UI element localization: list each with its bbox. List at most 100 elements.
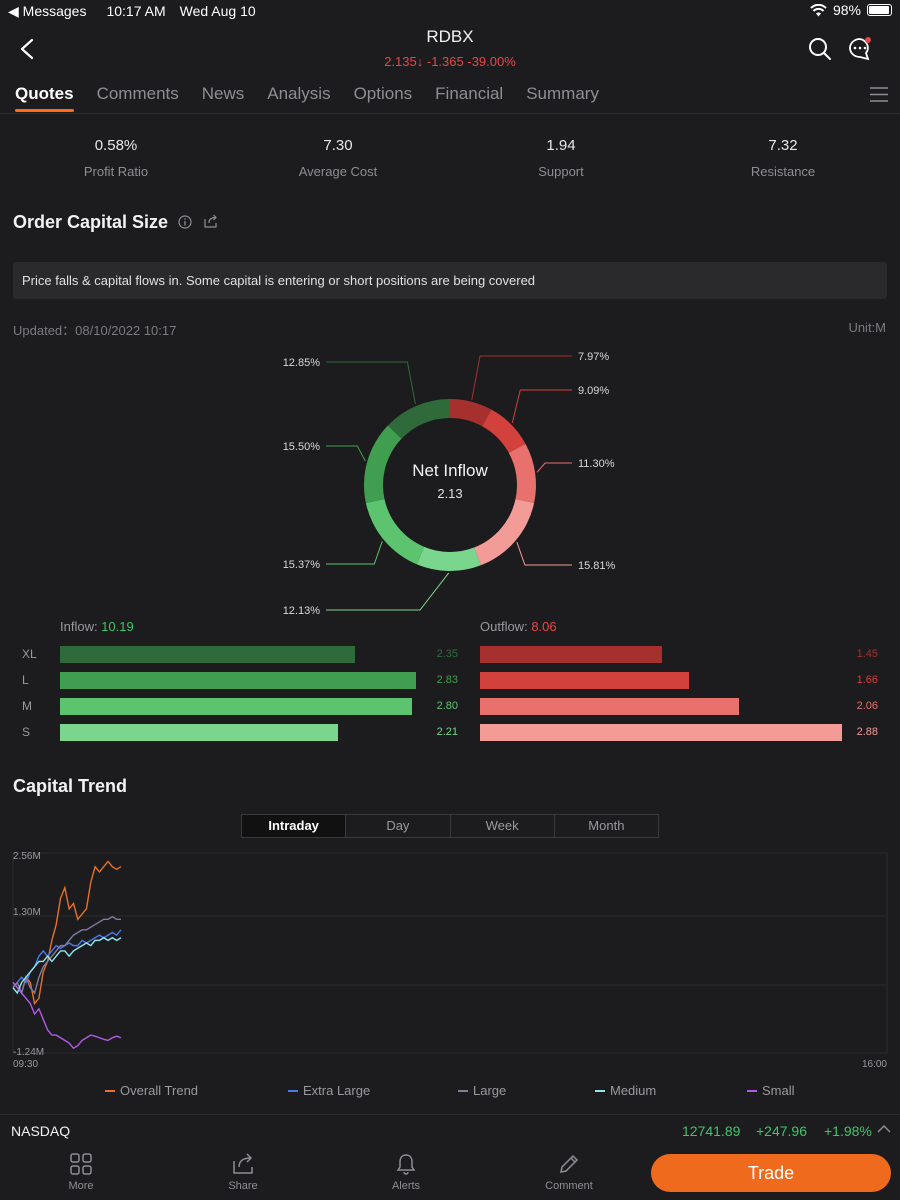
outflow-bar-value: 1.45: [856, 648, 878, 660]
updated-timestamp: Updated：08/10/2022 10:17: [13, 320, 176, 339]
info-icon[interactable]: [178, 215, 192, 229]
outflow-bar: [480, 724, 842, 741]
order-capital-title: Order Capital Size: [13, 212, 169, 232]
period-week[interactable]: Week: [451, 815, 555, 837]
outflow-bar: [480, 672, 689, 689]
stat-value: 7.32: [768, 137, 798, 154]
tab-summary[interactable]: Summary: [526, 84, 599, 103]
index-value: 12741.89: [682, 1123, 741, 1139]
legend-label: Medium: [610, 1083, 657, 1098]
battery-icon: [867, 4, 892, 16]
period-day[interactable]: Day: [346, 815, 451, 837]
page-title: RDBX: [426, 27, 474, 46]
bar-category-label: XL: [22, 647, 37, 661]
tab-financial[interactable]: Financial: [435, 84, 504, 103]
chevron-up-icon[interactable]: [877, 1124, 891, 1134]
donut-slice: [450, 399, 492, 427]
comment-button[interactable]: Comment: [529, 1152, 609, 1192]
inflow-bar: [60, 646, 356, 663]
tab-analysis[interactable]: Analysis: [267, 84, 331, 103]
index-name: NASDAQ: [11, 1123, 71, 1139]
index-ticker[interactable]: NASDAQ 12741.89 +247.96 +1.98%: [0, 1114, 900, 1144]
bar-category-label: S: [22, 725, 31, 739]
status-date: Wed Aug 10: [179, 3, 256, 19]
donut-leader-line: [326, 445, 366, 462]
capital-flow-banner: Price falls & capital flows in. Some cap…: [13, 262, 887, 299]
search-icon[interactable]: [808, 37, 832, 61]
share-button[interactable]: Share: [203, 1152, 283, 1192]
chart-frame: [12, 852, 888, 1054]
x-start-label: 09:30: [13, 1059, 38, 1070]
y-tick-label: 2.56M: [13, 851, 41, 862]
updated-label: Updated：: [13, 323, 76, 338]
comment-label: Comment: [545, 1180, 593, 1192]
donut-leader-line: [326, 361, 416, 405]
legend-medium: Medium: [595, 1083, 656, 1098]
updated-value: 08/10/2022 10:17: [75, 323, 177, 338]
stat-value: 0.58%: [94, 137, 138, 154]
inflow-total: Inflow: 10.19: [60, 619, 134, 634]
net-inflow-donut-chart: 7.97% 9.09% 11.30% 15.81% 12.13% 15.37% 15.50%…: [283, 351, 616, 617]
current-price: 2.135: [384, 54, 417, 69]
trend-series-line: [12, 936, 122, 995]
legend-label: Large: [473, 1083, 507, 1098]
share-small-icon[interactable]: [203, 214, 218, 229]
donut-slice-label: 12.85%: [283, 357, 321, 369]
unit-label: Unit:M: [848, 320, 886, 335]
tab-quotes[interactable]: Quotes: [15, 84, 74, 112]
back-chevron-icon[interactable]: [18, 38, 38, 60]
stat-value: 7.30: [323, 137, 353, 154]
tab-comments[interactable]: Comments: [96, 84, 179, 103]
outflow-bar-value: 1.66: [856, 674, 878, 686]
legend-label: Extra Large: [303, 1083, 371, 1098]
alerts-button[interactable]: Alerts: [366, 1152, 446, 1192]
capital-trend-title: Capital Trend: [13, 776, 128, 796]
period-month[interactable]: Month: [588, 818, 625, 833]
donut-slice: [416, 546, 481, 571]
inflow-bar: [60, 724, 338, 741]
inflow-bar-value: 2.80: [436, 700, 458, 712]
bar-category-label: L: [22, 673, 29, 687]
donut-leader-line: [516, 542, 572, 566]
more-button[interactable]: More: [41, 1152, 121, 1192]
menu-icon[interactable]: [869, 86, 889, 103]
inflow-bar-value: 2.35: [436, 648, 458, 660]
trend-series-line: [12, 982, 122, 1050]
more-label: More: [68, 1180, 94, 1192]
trade-button[interactable]: Trade: [651, 1154, 891, 1192]
price-change-pct: -39.00%: [467, 54, 516, 69]
trend-series-line: [12, 915, 121, 996]
inflow-label: Inflow:: [60, 619, 98, 634]
outflow-bar-value: 2.06: [856, 700, 878, 712]
donut-leader-line: [471, 355, 572, 400]
trend-series-line: [12, 860, 122, 1006]
donut-slice-label: 12.13%: [283, 605, 321, 617]
tab-news[interactable]: News: [201, 84, 245, 103]
outflow-total: Outflow: 8.06: [480, 619, 557, 634]
legend-label: Overall Trend: [120, 1083, 199, 1098]
donut-slice: [482, 409, 526, 453]
inflow-bar-value: 2.21: [436, 726, 458, 738]
price-change: -1.365: [426, 54, 464, 69]
donut-leader-line: [326, 572, 450, 611]
donut-slice: [387, 399, 450, 439]
outflow-bar: [480, 698, 739, 715]
share-label: Share: [228, 1180, 258, 1192]
period-intraday[interactable]: Intraday: [242, 815, 347, 837]
donut-slice-label: 11.30%: [578, 458, 615, 470]
tab-options[interactable]: Options: [353, 84, 413, 103]
outflow-bar: [480, 646, 663, 663]
index-change: +247.96: [756, 1123, 807, 1139]
outflow-value: 8.06: [531, 619, 557, 634]
stat-resistance: 7.32 Resistance: [672, 137, 894, 179]
alerts-label: Alerts: [391, 1180, 421, 1192]
status-time: 10:17 AM: [106, 3, 166, 19]
back-to-app-link[interactable]: ◀ Messages: [8, 3, 87, 19]
donut-leader-line: [511, 389, 572, 423]
donut-slice: [364, 425, 402, 503]
stat-support: 1.94 Support: [450, 137, 672, 179]
donut-slice-label: 7.97%: [578, 351, 609, 363]
legend-large: Large: [458, 1083, 506, 1098]
chat-icon[interactable]: [847, 36, 873, 62]
